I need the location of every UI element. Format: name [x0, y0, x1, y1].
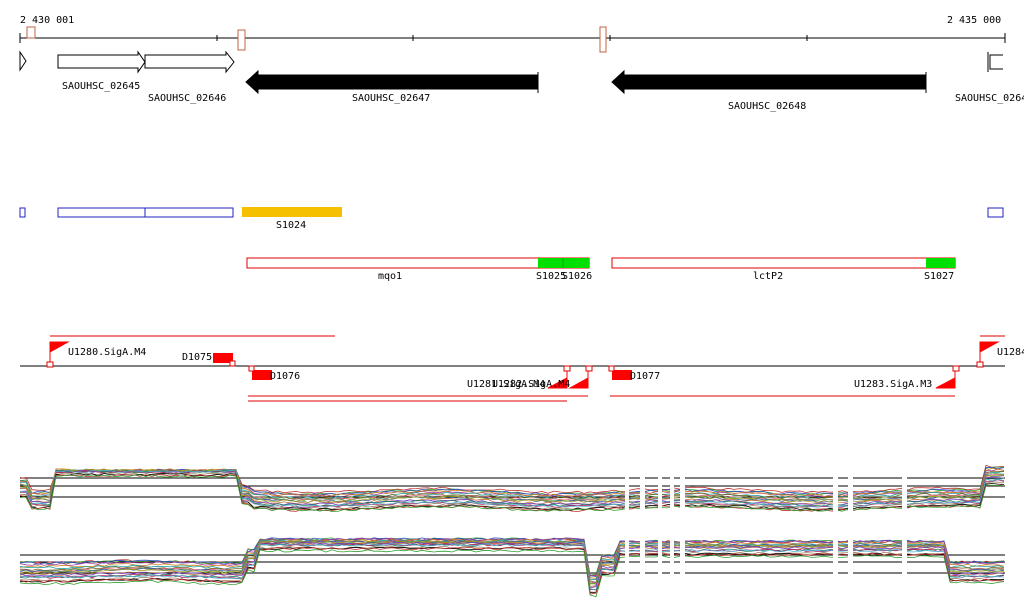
ruler: 2 430 001 2 435 000 [19, 15, 1006, 53]
block-box[interactable] [144, 207, 234, 218]
segment-label-s1026: S1026 [562, 271, 592, 282]
block-box[interactable] [987, 207, 1004, 218]
gene-label-saouhsc-02647: SAOUHSC_02647 [352, 93, 430, 104]
expression-line [19, 549, 1005, 598]
ruler-marker [237, 29, 246, 51]
promoter-flag-u1280[interactable] [49, 341, 70, 366]
expression-profiles-top [19, 464, 1005, 513]
expression-line [19, 472, 1004, 510]
gene-arrow-saouhsc-0264x[interactable] [989, 54, 1003, 70]
gene-arrow-partial[interactable] [19, 50, 27, 72]
promoter-flag-u1284[interactable] [979, 341, 1000, 366]
expression-line [19, 537, 1005, 577]
gene-label-saouhsc-02648: SAOUHSC_02648 [728, 101, 806, 112]
ruler-marker [26, 26, 36, 39]
data-gaps [625, 470, 907, 600]
segment-s1024[interactable] [242, 207, 342, 217]
terminator-d1077[interactable] [612, 370, 632, 380]
segment-label-s1024: S1024 [276, 220, 306, 231]
segment-label-s1025: S1025 [536, 271, 566, 282]
terminator-label-d1077: D1077 [630, 371, 660, 382]
segment-track: S1024 [19, 207, 1004, 231]
terminator-d1076[interactable] [252, 370, 272, 380]
promoter-label-u1282: U1282.SigA.M4 [492, 379, 570, 390]
transcript-label-lctp2: lctP2 [753, 271, 783, 282]
regulatory-track: U1280.SigA.M4 U1281.SigA.M4 U1282.SigA.M… [20, 335, 1024, 402]
segment-label-s1027: S1027 [924, 271, 954, 282]
segment-s1027[interactable] [926, 258, 955, 268]
gene-label-saouhsc-02645: SAOUHSC_02645 [62, 81, 140, 92]
gene-arrow-saouhsc-02646[interactable] [144, 50, 235, 74]
promoter-label-u1284: U1284 [997, 347, 1024, 358]
transcript-track: mqo1 S1025 S1026 lctP2 S1027 [246, 257, 956, 282]
block-box[interactable] [19, 207, 26, 218]
gene-track: SAOUHSC_02645 SAOUHSC_02646 SAOUHSC_0264… [19, 50, 1024, 112]
expression-line [19, 546, 1005, 595]
expression-line [19, 474, 1005, 513]
expression-line [19, 543, 1005, 591]
promoter-label-u1280: U1280.SigA.M4 [68, 347, 146, 358]
promoter-label-u1281: U1281.SigA.M4 [467, 379, 545, 390]
promoter-flag-u1282[interactable] [568, 368, 589, 389]
block-box[interactable] [57, 207, 146, 218]
terminator-label-d1075: D1075 [182, 352, 212, 363]
gene-arrow-saouhsc-02647[interactable] [245, 69, 539, 95]
ruler-start-label: 2 430 001 [20, 15, 74, 26]
gene-arrow-saouhsc-02645-shape [57, 50, 146, 74]
gene-label-saouhsc-0264x: SAOUHSC_0264 [955, 93, 1024, 104]
transcript-mqo1[interactable] [246, 257, 590, 269]
promoter-label-u1283: U1283.SigA.M3 [854, 379, 932, 390]
expression-line [19, 470, 1005, 509]
ruler-end-label: 2 435 000 [947, 15, 1001, 26]
expression-line [19, 541, 1005, 589]
promoter-flag-u1281[interactable] [547, 368, 568, 389]
expression-profiles-bottom [19, 537, 1005, 598]
gene-label-saouhsc-02646: SAOUHSC_02646 [148, 93, 226, 104]
transcript-lctp2[interactable] [611, 257, 956, 269]
terminator-label-d1076: D1076 [270, 371, 300, 382]
gene-arrow-saouhsc-02648[interactable] [611, 69, 927, 95]
promoter-flag-u1283[interactable] [935, 368, 956, 389]
terminator-d1075[interactable] [213, 353, 233, 363]
expression-track-bottom [19, 537, 1005, 598]
expression-line [19, 540, 1005, 585]
ruler-marker [599, 26, 607, 53]
expression-line [19, 474, 1005, 512]
expression-track-top [19, 464, 1005, 513]
transcript-label-mqo1: mqo1 [378, 271, 402, 282]
expression-line [19, 468, 1005, 504]
expression-line [19, 469, 1005, 508]
expression-line [19, 469, 1005, 502]
expression-line [19, 543, 1005, 591]
